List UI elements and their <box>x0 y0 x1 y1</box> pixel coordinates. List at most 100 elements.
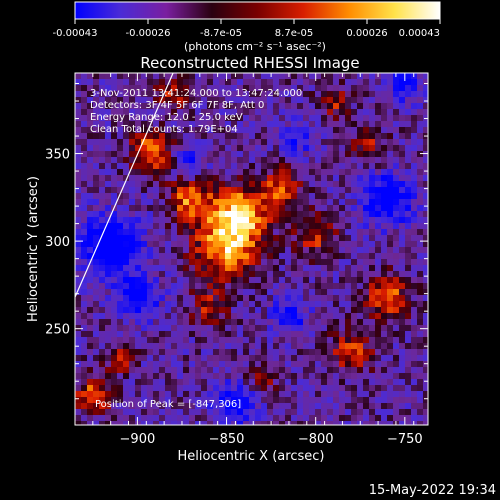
heatmap-cell <box>135 157 142 164</box>
heatmap-cell <box>99 85 106 92</box>
heatmap-cell <box>297 295 304 302</box>
heatmap-cell <box>279 103 286 110</box>
heatmap-cell <box>315 157 322 164</box>
heatmap-cell <box>351 385 358 392</box>
heatmap-cell <box>123 307 130 314</box>
heatmap-cell <box>291 253 298 260</box>
heatmap-cell <box>123 193 130 200</box>
heatmap-cell <box>363 211 370 218</box>
heatmap-cell <box>375 85 382 92</box>
heatmap-cell <box>207 301 214 308</box>
heatmap-cell <box>273 301 280 308</box>
heatmap-cell <box>369 163 376 170</box>
heatmap-cell <box>135 361 142 368</box>
heatmap-cell <box>237 385 244 392</box>
heatmap-cell <box>345 217 352 224</box>
heatmap-cell <box>177 421 184 425</box>
heatmap-cell <box>165 241 172 248</box>
heatmap-cell <box>237 391 244 398</box>
heatmap-cell <box>177 361 184 368</box>
heatmap-cell <box>267 145 274 152</box>
heatmap-cell <box>75 367 82 374</box>
heatmap-cell <box>285 283 292 290</box>
heatmap-cell <box>297 241 304 248</box>
heatmap-cell <box>285 241 292 248</box>
heatmap-cell <box>225 73 232 80</box>
heatmap-cell <box>219 421 226 425</box>
heatmap-cell <box>339 115 346 122</box>
heatmap-cell <box>333 361 340 368</box>
heatmap-cell <box>279 235 286 242</box>
heatmap-cell <box>237 331 244 338</box>
heatmap-cell <box>267 331 274 338</box>
heatmap-cell <box>105 409 112 416</box>
heatmap-cell <box>219 169 226 176</box>
heatmap-cell <box>369 157 376 164</box>
heatmap-cell <box>399 379 406 386</box>
heatmap-cell <box>219 289 226 296</box>
heatmap-cell <box>303 217 310 224</box>
heatmap-cell <box>339 325 346 332</box>
heatmap-cell <box>207 403 214 410</box>
heatmap-cell <box>291 181 298 188</box>
heatmap-cell <box>111 421 118 425</box>
heatmap-cell <box>153 85 160 92</box>
heatmap-cell <box>135 175 142 182</box>
heatmap-cell <box>195 175 202 182</box>
heatmap-cell <box>405 127 412 134</box>
heatmap-cell <box>153 133 160 140</box>
heatmap-cell <box>75 229 82 236</box>
heatmap-cell <box>411 295 418 302</box>
heatmap-cell <box>273 133 280 140</box>
heatmap-cell <box>285 103 292 110</box>
heatmap-cell <box>333 373 340 380</box>
heatmap-cell <box>327 169 334 176</box>
heatmap-cell <box>267 319 274 326</box>
heatmap-cell <box>141 397 148 404</box>
heatmap-cell <box>165 151 172 158</box>
heatmap-cell <box>81 379 88 386</box>
heatmap-cell <box>405 241 412 248</box>
heatmap-cell <box>363 133 370 140</box>
heatmap-cell <box>375 313 382 320</box>
heatmap-cell <box>339 133 346 140</box>
heatmap-cell <box>339 229 346 236</box>
heatmap-cell <box>291 91 298 98</box>
heatmap-cell <box>201 211 208 218</box>
heatmap-cell <box>225 103 232 110</box>
heatmap-cell <box>345 169 352 176</box>
heatmap-cell <box>189 211 196 218</box>
heatmap-cell <box>273 187 280 194</box>
heatmap-cell <box>423 79 428 86</box>
heatmap-cell <box>213 175 220 182</box>
heatmap-cell <box>285 397 292 404</box>
heatmap-cell <box>147 391 154 398</box>
heatmap-cell <box>147 181 154 188</box>
heatmap-cell <box>351 127 358 134</box>
heatmap-cell <box>153 103 160 110</box>
heatmap-cell <box>81 103 88 110</box>
heatmap-cell <box>231 187 238 194</box>
heatmap-cell <box>267 217 274 224</box>
heatmap-cell <box>297 169 304 176</box>
heatmap-cell <box>171 301 178 308</box>
heatmap-cell <box>153 313 160 320</box>
heatmap-cell <box>153 397 160 404</box>
heatmap-cell <box>417 73 424 80</box>
heatmap-cell <box>195 403 202 410</box>
heatmap-cell <box>273 169 280 176</box>
heatmap-cell <box>375 199 382 206</box>
heatmap-cell <box>129 229 136 236</box>
heatmap-cell <box>411 403 418 410</box>
heatmap-cell <box>189 223 196 230</box>
heatmap-cell <box>339 403 346 410</box>
heatmap-cell <box>411 145 418 152</box>
heatmap-cell <box>417 109 424 116</box>
heatmap-cell <box>129 265 136 272</box>
heatmap-cell <box>387 415 394 422</box>
heatmap-cell <box>225 415 232 422</box>
heatmap-cell <box>243 79 250 86</box>
heatmap-cell <box>129 379 136 386</box>
heatmap-cell <box>333 139 340 146</box>
heatmap-cell <box>177 73 184 80</box>
